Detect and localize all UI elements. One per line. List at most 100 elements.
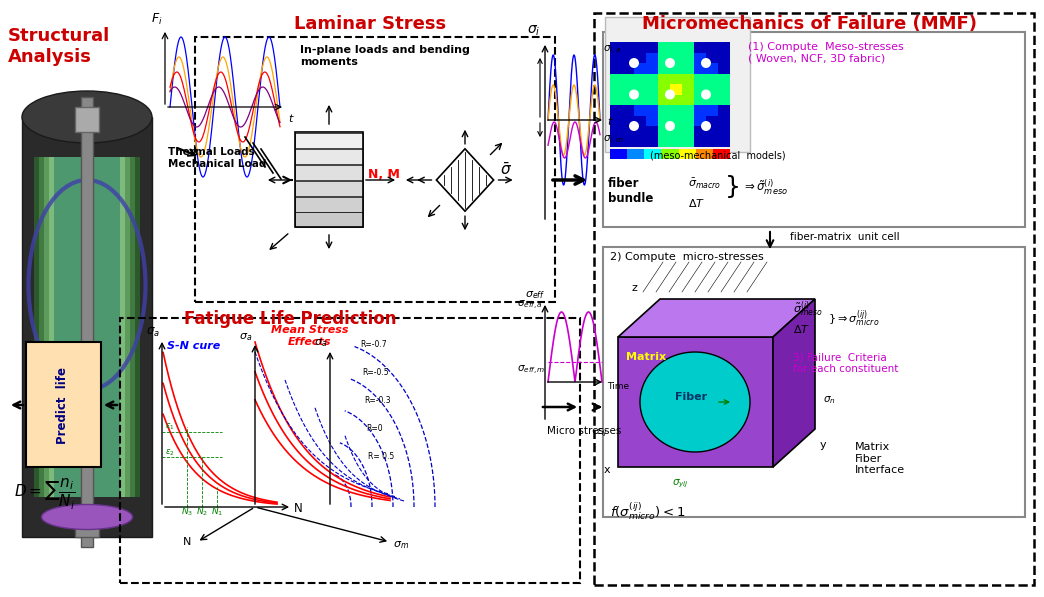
Text: y: y xyxy=(820,440,827,450)
Bar xyxy=(718,42,730,53)
Bar xyxy=(718,73,730,84)
Polygon shape xyxy=(22,117,152,537)
Text: }: } xyxy=(725,175,741,199)
Text: $N_2$: $N_2$ xyxy=(196,506,209,519)
Bar xyxy=(646,63,658,73)
Bar xyxy=(622,84,634,94)
Bar xyxy=(295,212,363,227)
Bar xyxy=(634,73,646,84)
Bar xyxy=(81,97,93,547)
Bar xyxy=(610,53,622,63)
Bar xyxy=(295,132,363,227)
Bar xyxy=(662,149,679,159)
Polygon shape xyxy=(640,352,750,452)
Polygon shape xyxy=(630,262,780,292)
Bar xyxy=(622,126,634,137)
Bar xyxy=(34,157,140,497)
Bar xyxy=(706,105,718,115)
Bar xyxy=(694,126,706,137)
Bar xyxy=(718,105,730,115)
Bar xyxy=(718,53,730,63)
Text: $\sigma_m$: $\sigma_m$ xyxy=(393,539,409,551)
Bar xyxy=(49,157,125,497)
Bar xyxy=(694,94,706,105)
Bar xyxy=(694,137,706,147)
Bar xyxy=(694,63,706,73)
Bar xyxy=(646,94,658,105)
Text: S-N cure: S-N cure xyxy=(167,341,220,351)
Bar xyxy=(634,63,646,73)
Text: R=-0.5: R=-0.5 xyxy=(362,368,388,377)
Bar xyxy=(634,137,646,147)
Text: Fatigue Life Prediction: Fatigue Life Prediction xyxy=(184,310,397,328)
Bar xyxy=(634,42,646,53)
Bar xyxy=(295,181,363,196)
Bar xyxy=(706,137,718,147)
Bar xyxy=(670,84,682,94)
Bar xyxy=(694,42,706,53)
Bar xyxy=(670,137,682,147)
Bar xyxy=(646,105,658,115)
Text: $\sigma_{eff}$: $\sigma_{eff}$ xyxy=(525,289,545,301)
Text: Laminar Stress: Laminar Stress xyxy=(294,15,446,33)
Bar xyxy=(682,126,694,137)
Bar xyxy=(670,115,682,126)
Bar xyxy=(718,137,730,147)
Bar xyxy=(658,115,670,126)
Text: $\sigma_a$: $\sigma_a$ xyxy=(314,337,327,349)
Text: $N_1$: $N_1$ xyxy=(211,506,223,519)
Circle shape xyxy=(665,58,675,68)
Bar xyxy=(670,53,682,63)
Bar xyxy=(670,94,682,105)
Circle shape xyxy=(665,121,675,131)
Text: Mean Stress
Effects: Mean Stress Effects xyxy=(271,325,349,347)
Polygon shape xyxy=(618,299,815,337)
Bar xyxy=(670,63,682,73)
Bar xyxy=(658,105,670,115)
Bar xyxy=(658,63,670,73)
Polygon shape xyxy=(773,299,815,467)
Bar xyxy=(706,115,718,126)
Bar xyxy=(646,126,658,137)
Bar xyxy=(658,53,670,63)
Bar xyxy=(658,94,670,105)
Bar xyxy=(718,84,730,94)
Text: $\} \Rightarrow \sigma_{micro}^{(ij)}$: $\} \Rightarrow \sigma_{micro}^{(ij)}$ xyxy=(828,309,879,330)
Bar xyxy=(646,73,658,84)
Circle shape xyxy=(628,121,639,131)
Bar xyxy=(694,115,706,126)
Bar xyxy=(646,137,658,147)
Text: $\sigma_{i,m}$: $\sigma_{i,m}$ xyxy=(603,134,624,147)
Text: 2) Compute  micro-stresses: 2) Compute micro-stresses xyxy=(610,252,764,262)
Bar xyxy=(695,149,713,159)
Text: $\sigma_a$: $\sigma_a$ xyxy=(146,326,160,339)
Text: $D = \sum \dfrac{n_i}{N_i}$: $D = \sum \dfrac{n_i}{N_i}$ xyxy=(14,477,76,512)
Bar xyxy=(634,105,646,115)
Bar xyxy=(622,105,634,115)
Bar xyxy=(682,137,694,147)
Text: Thermal Loads
Mechanical Load: Thermal Loads Mechanical Load xyxy=(168,147,266,168)
Bar xyxy=(658,42,670,53)
Ellipse shape xyxy=(42,504,133,530)
Circle shape xyxy=(701,121,711,131)
Bar xyxy=(610,149,627,159)
Bar xyxy=(644,149,662,159)
Bar xyxy=(195,37,555,302)
Bar xyxy=(610,137,622,147)
Text: z: z xyxy=(631,283,637,293)
Text: Matrix: Matrix xyxy=(626,352,666,362)
Text: Micromechanics of Failure (MMF): Micromechanics of Failure (MMF) xyxy=(642,15,977,33)
Text: Structural
Analysis: Structural Analysis xyxy=(8,27,111,66)
Bar xyxy=(718,63,730,73)
Text: Micro stresses: Micro stresses xyxy=(547,426,621,436)
Text: fiber
bundle: fiber bundle xyxy=(608,177,654,205)
Bar xyxy=(295,133,363,148)
Bar xyxy=(622,53,634,63)
Bar xyxy=(706,63,718,73)
Bar xyxy=(658,137,670,147)
Bar xyxy=(670,126,682,137)
Bar xyxy=(658,73,670,84)
Bar xyxy=(634,94,646,105)
Bar xyxy=(682,105,694,115)
Bar xyxy=(39,157,135,497)
